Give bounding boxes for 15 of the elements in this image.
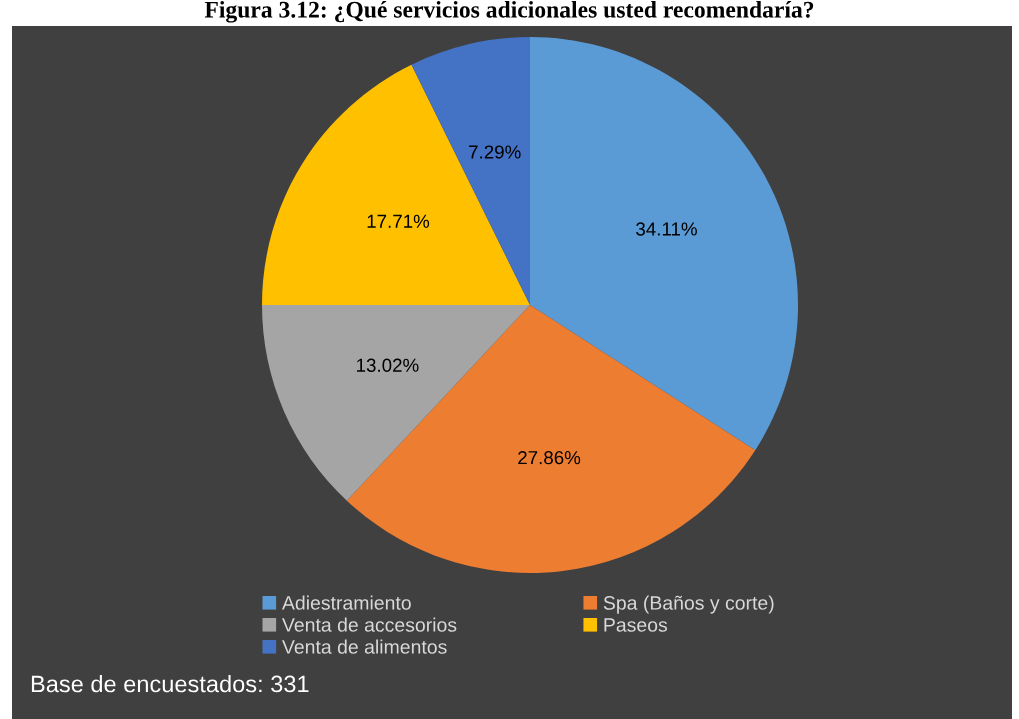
data-label: 7.29%	[469, 145, 521, 159]
legend-label: Paseos	[604, 618, 668, 632]
data-label: 34.11%	[636, 222, 697, 236]
pie-slice	[262, 64, 530, 306]
pie-slice	[530, 37, 798, 451]
text: Base de encuestados: 331	[31, 674, 309, 693]
data-label: 27.86%	[518, 451, 581, 465]
data-label: 13.02%	[357, 358, 419, 372]
data-label: 17.71%	[367, 214, 430, 228]
pie-slice	[346, 305, 756, 573]
legend-label: Venta de alimentos	[282, 639, 447, 654]
chart-title: Figura 3.12: ¿Qué servicios adicionales usted recomendaría?	[204, 1, 814, 23]
legend-label: Spa (Baños y corte)	[603, 595, 774, 614]
legend-label: Adiestramiento	[281, 595, 411, 610]
legend-label: Venta de accesorios	[282, 617, 457, 632]
